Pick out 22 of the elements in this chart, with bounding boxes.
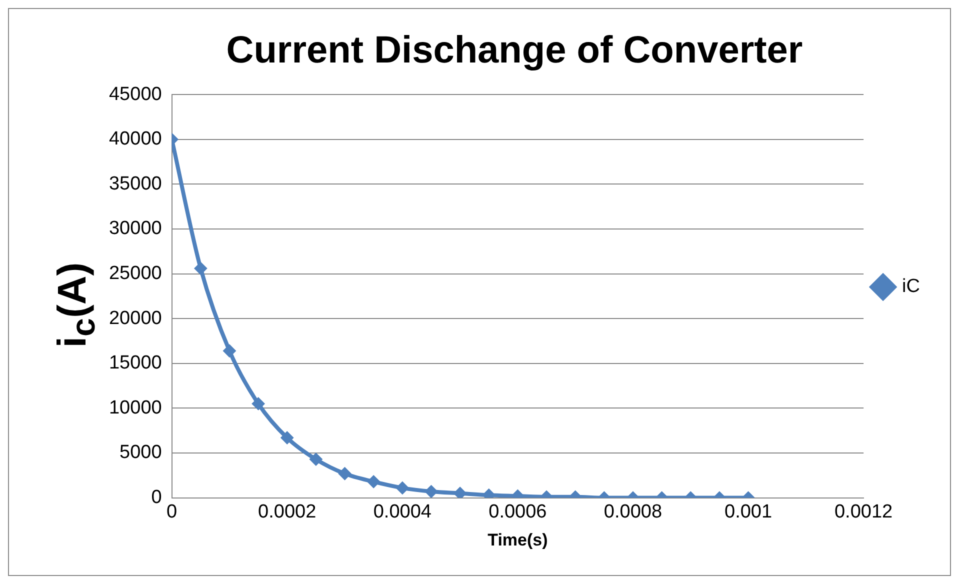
y-tick-label: 20000 [108, 308, 162, 329]
y-tick-label: 30000 [108, 218, 162, 240]
x-tick-label: 0.0012 [834, 501, 893, 522]
legend-label: iC [902, 276, 920, 298]
x-tick-label: 0 [166, 501, 178, 522]
x-tick-label: 0.001 [724, 501, 772, 522]
point [194, 262, 208, 275]
y-tick-label: 15000 [108, 352, 162, 374]
x-tick-label: 0.0008 [604, 501, 662, 522]
point [222, 344, 236, 358]
x-tick-label: 0.0002 [258, 501, 316, 522]
y-tick-label: 0 [151, 487, 162, 508]
chart-title: Current Dischange of Converter [226, 29, 803, 72]
y-tick-label: 10000 [108, 397, 162, 418]
x-tick-label: 0.0006 [488, 501, 547, 522]
y-tick-label: 5000 [120, 442, 162, 464]
y-tick-label: 45000 [108, 84, 162, 105]
x-axis-title: Time(s) [488, 530, 548, 550]
x-tick-label: 0.0004 [373, 501, 432, 522]
y-tick-label: 40000 [108, 128, 162, 150]
y-tick-label: 35000 [108, 173, 162, 194]
y-tick-label: 25000 [108, 263, 162, 284]
